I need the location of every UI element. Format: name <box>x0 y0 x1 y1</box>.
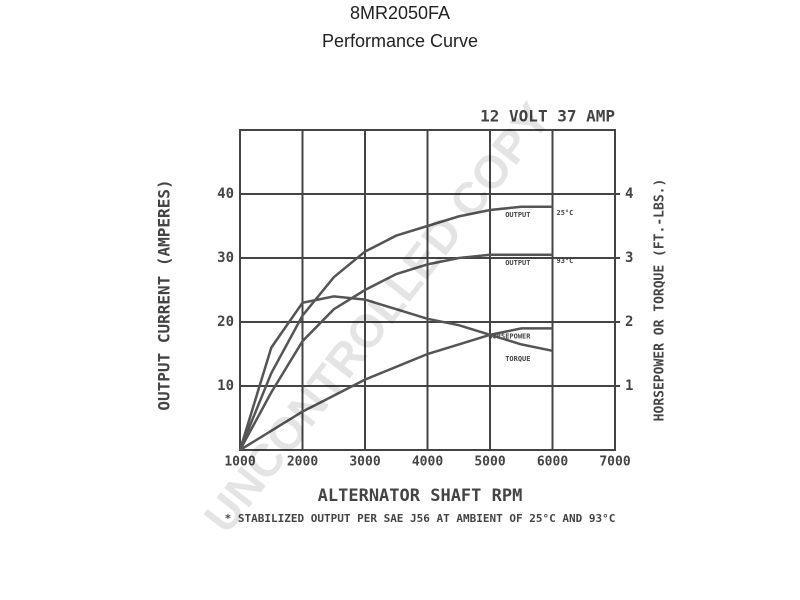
footnote: * STABILIZED OUTPUT PER SAE J56 AT AMBIE… <box>225 512 616 525</box>
x-tick-label: 2000 <box>287 455 318 470</box>
series-line <box>238 253 553 451</box>
y2-tick-label: 4 <box>625 186 633 202</box>
chart-subtitle: Performance Curve <box>322 31 478 51</box>
annotation: 25°C <box>557 209 574 217</box>
y-axis-label: OUTPUT CURRENT (AMPERES) <box>155 179 174 410</box>
annotation: 93°C <box>557 257 574 265</box>
x-tick-label: 3000 <box>349 455 380 470</box>
chart-title: 8MR2050FA <box>350 3 450 23</box>
watermark: UNCONTROLLED COPY <box>194 93 561 542</box>
y-tick-label: 10 <box>217 378 234 394</box>
y2-axis-label: HORSEPOWER OR TORQUE (FT.-LBS.) <box>653 179 668 422</box>
x-tick-label: 5000 <box>474 455 505 470</box>
y2-tick-label: 2 <box>625 314 633 330</box>
y2-tick-label: 3 <box>625 250 633 266</box>
series-line <box>238 295 553 451</box>
y-tick-label: 40 <box>217 186 234 202</box>
series-label: OUTPUT <box>505 259 530 267</box>
series-label: TORQUE <box>505 355 530 363</box>
series-line <box>238 205 553 451</box>
x-tick-label: 6000 <box>537 455 568 470</box>
x-tick-label: 4000 <box>412 455 443 470</box>
series-line <box>239 327 553 452</box>
y-tick-label: 30 <box>217 250 234 266</box>
rating: 12 VOLT 37 AMP <box>480 107 615 126</box>
x-tick-label: 1000 <box>224 455 255 470</box>
series-label: HORSEPOWER <box>488 332 531 340</box>
y-tick-label: 20 <box>217 314 234 330</box>
series-label: OUTPUT <box>505 211 530 219</box>
y2-tick-label: 1 <box>625 378 633 394</box>
x-tick-label: 7000 <box>599 455 630 470</box>
x-axis-label: ALTERNATOR SHAFT RPM <box>318 486 523 506</box>
plot-area: 1000 2000 3000 4000 5000 6000 7000 10 20 30 40 1 2 3 4… <box>217 129 633 470</box>
